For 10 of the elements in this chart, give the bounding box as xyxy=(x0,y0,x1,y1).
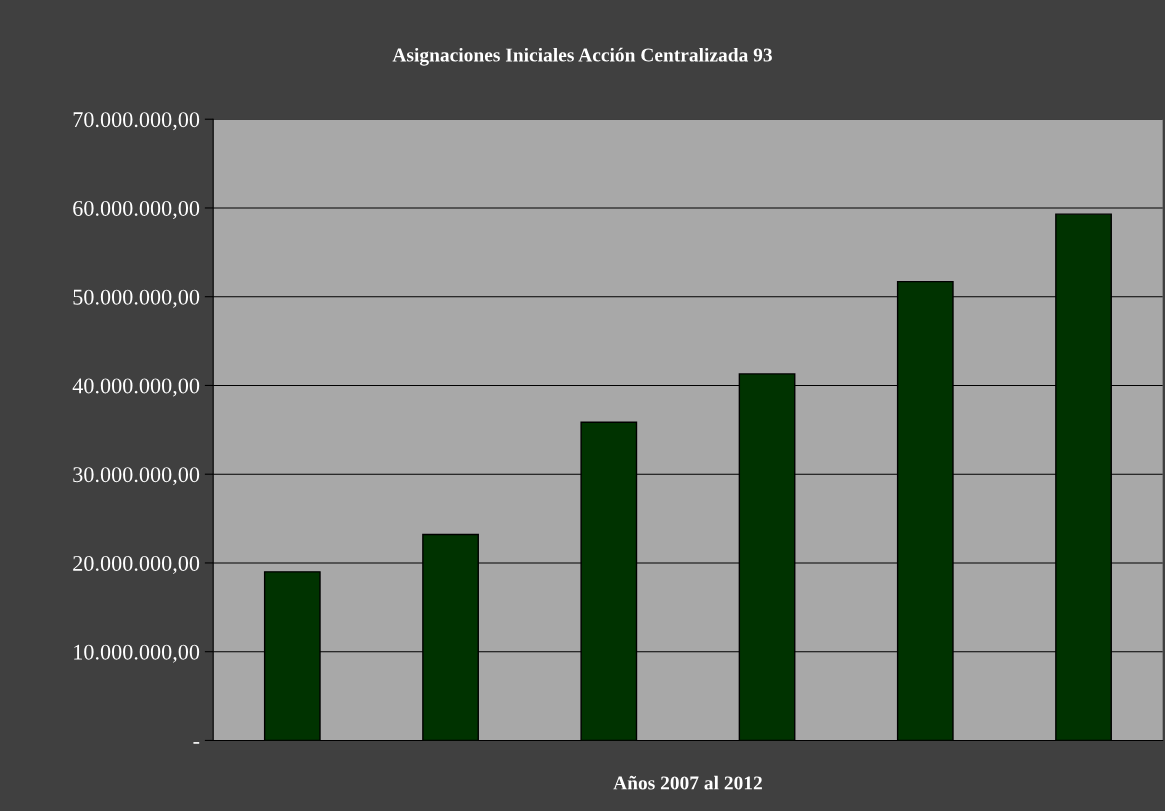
y-tick-label: 40.000.000,00 xyxy=(72,378,200,397)
x-axis-title: Años 2007 al 2012 xyxy=(613,775,762,790)
y-tick-label: - xyxy=(193,742,200,744)
y-tick-label: 60.000.000,00 xyxy=(73,200,200,220)
y-tick-label: 10.000.000,00 xyxy=(74,644,200,663)
y-tick-label: 20.000.000,00 xyxy=(73,555,200,575)
y-tick-label: 70.000.000,00 xyxy=(73,112,200,131)
chart-title: Asignaciones Iniciales Acción Centralizada 93 xyxy=(392,47,772,66)
y-tick-label: 50.000.000,00 xyxy=(73,289,200,308)
y-tick-label: 30.000.000,00 xyxy=(73,467,200,486)
